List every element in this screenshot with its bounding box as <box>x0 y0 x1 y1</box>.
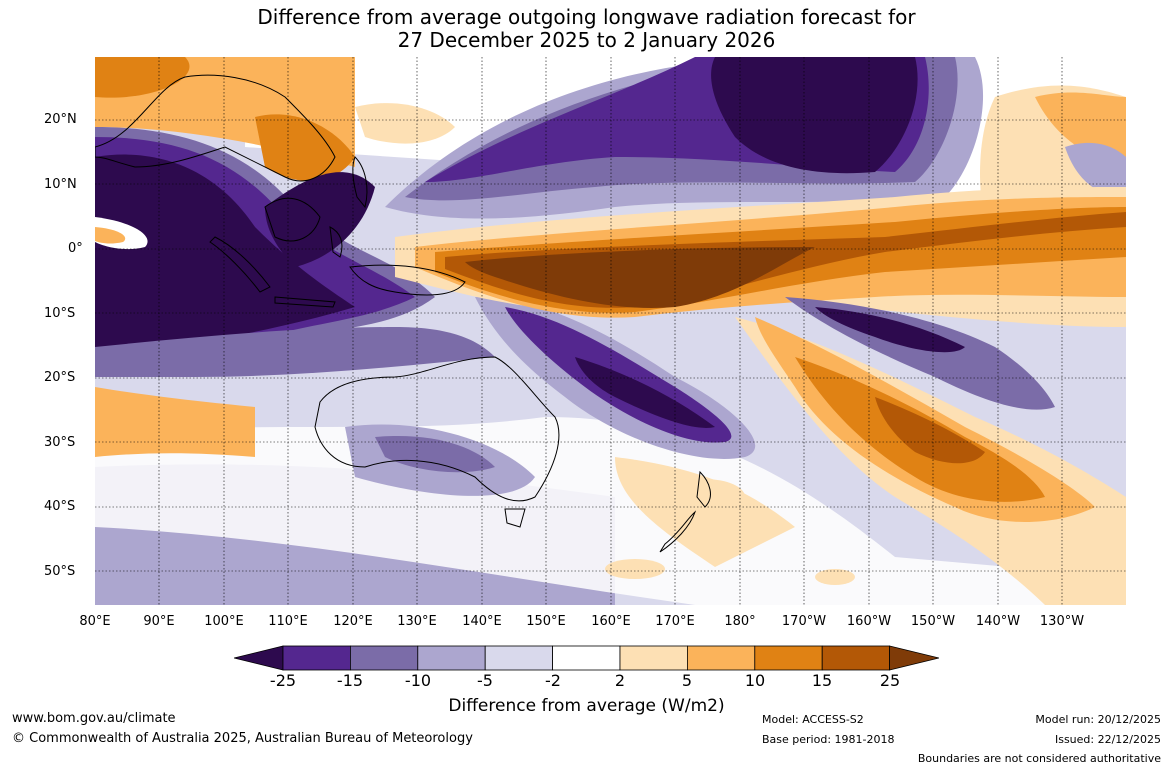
colorbar-tick-neg2: -2 <box>545 671 561 690</box>
coastline-borneo <box>264 197 321 242</box>
lon-label-80e: 80°E <box>79 614 111 629</box>
map-gridlines <box>95 57 1126 605</box>
colorbar-tick-10: 10 <box>744 671 766 690</box>
coastline-sulawesi <box>329 226 343 258</box>
anomaly-region-eq-pacific-deep <box>465 247 815 308</box>
footer-disclaimer: Boundaries are not considered authoritat… <box>917 752 1161 765</box>
coastline-australia <box>314 356 560 502</box>
colorbar-bin-5-10 <box>686 645 756 671</box>
lat-label-10n: 10°N <box>44 177 77 192</box>
colorbar-tick-neg5: -5 <box>477 671 493 690</box>
colorbar <box>234 645 939 671</box>
lon-label-180: 180° <box>724 614 756 629</box>
coastline-sumatra <box>209 236 271 293</box>
colorbar-tick-neg25: -25 <box>269 671 297 690</box>
anomaly-region-nwpacific-deep <box>711 57 918 174</box>
anomaly-region-s-indian-band <box>95 327 495 377</box>
colorbar-bin-neg15-neg10 <box>350 645 419 671</box>
footer-base-period: Base period: 1981-2018 <box>762 733 895 746</box>
anomaly-region-borneo-deep <box>265 172 375 267</box>
coastlines <box>95 74 711 553</box>
footer-model-run: Model run: 20/12/2025 <box>1035 713 1161 726</box>
lat-label-0: 0° <box>68 241 83 256</box>
footer-url: www.bom.gov.au/climate <box>12 711 176 726</box>
anomaly-region-spcz-deep <box>575 357 715 428</box>
lat-label-20s: 20°S <box>44 370 76 385</box>
lon-label-170e: 170°E <box>655 614 695 629</box>
lon-label-160w: 160°W <box>846 614 892 629</box>
anomaly-region-nz-pale <box>665 479 745 515</box>
lon-label-150e: 150°E <box>526 614 566 629</box>
colorbar-tick-neg10: -10 <box>404 671 432 690</box>
lat-label-30s: 30°S <box>44 435 76 450</box>
coastline-philippines <box>352 156 368 209</box>
colorbar-tick-25: 25 <box>879 671 901 690</box>
colorbar-tick-neg15: -15 <box>336 671 364 690</box>
footer-issued: Issued: 22/12/2025 <box>1054 733 1161 746</box>
olr-anomaly-map <box>95 57 1126 605</box>
anomaly-region-south-spot <box>605 559 665 579</box>
lon-label-130w: 130°W <box>1039 614 1085 629</box>
colorbar-tick-15: 15 <box>811 671 833 690</box>
lon-label-100e: 100°E <box>204 614 244 629</box>
colorbar-tick-2: 2 <box>614 671 626 690</box>
lon-label-170w: 170°W <box>781 614 827 629</box>
lon-label-140e: 140°E <box>462 614 502 629</box>
map-title-line2: 27 December 2025 to 2 January 2026 <box>397 28 776 52</box>
colorbar-bin-neg25-neg15 <box>282 645 351 671</box>
lon-label-140w: 140°W <box>975 614 1021 629</box>
footer-model: Model: ACCESS-S2 <box>762 713 864 726</box>
colorbar-bin-2-5 <box>619 645 688 671</box>
anomaly-region-australia-dark <box>375 436 495 473</box>
lon-label-90e: 90°E <box>143 614 175 629</box>
colorbar-bin-15-25 <box>821 645 891 671</box>
lat-label-40s: 40°S <box>44 499 76 514</box>
lat-label-50s: 50°S <box>44 564 76 579</box>
colorbar-bin-neg10-neg5 <box>417 645 486 671</box>
lon-label-130e: 130°E <box>397 614 437 629</box>
colorbar-tick-5: 5 <box>681 671 693 690</box>
footer-copyright: © Commonwealth of Australia 2025, Austra… <box>12 731 473 746</box>
coastline-new-zealand-south <box>659 510 697 553</box>
lat-label-20n: 20°N <box>44 112 77 127</box>
anomaly-region-se-pacific-brown <box>875 397 985 464</box>
colorbar-arrow-low <box>234 645 284 671</box>
lon-label-160e: 160°E <box>591 614 631 629</box>
coastline-new-guinea <box>349 264 466 296</box>
anomaly-region-sw-orange <box>95 387 255 457</box>
colorbar-bin-neg5-neg2 <box>484 645 553 671</box>
anomaly-region-equator-orange-spot <box>95 227 126 244</box>
lon-label-110e: 110°E <box>268 614 308 629</box>
coastline-asia <box>95 74 336 182</box>
lon-label-150w: 150°W <box>910 614 956 629</box>
anomaly-region-indochina-orange <box>255 114 355 181</box>
colorbar-title: Difference from average (W/m2) <box>448 696 725 716</box>
colorbar-arrow-high <box>889 645 939 671</box>
anomaly-region-e-pacific-deep <box>815 307 965 353</box>
colorbar-bin-neg2-2 <box>552 645 621 671</box>
anomaly-region-philippines-light <box>355 103 455 144</box>
anomaly-region-northwest-darkorange <box>95 57 190 98</box>
lat-label-10s: 10°S <box>44 306 76 321</box>
coastline-tasmania <box>504 508 526 528</box>
anomaly-region-nepacific-purple <box>1065 142 1126 197</box>
colorbar-bin-10-15 <box>754 645 823 671</box>
map-title-line1: Difference from average outgoing longwav… <box>257 5 916 29</box>
lon-label-120e: 120°E <box>333 614 373 629</box>
coastline-java <box>274 296 336 308</box>
anomaly-region-south-spot2 <box>815 569 855 585</box>
